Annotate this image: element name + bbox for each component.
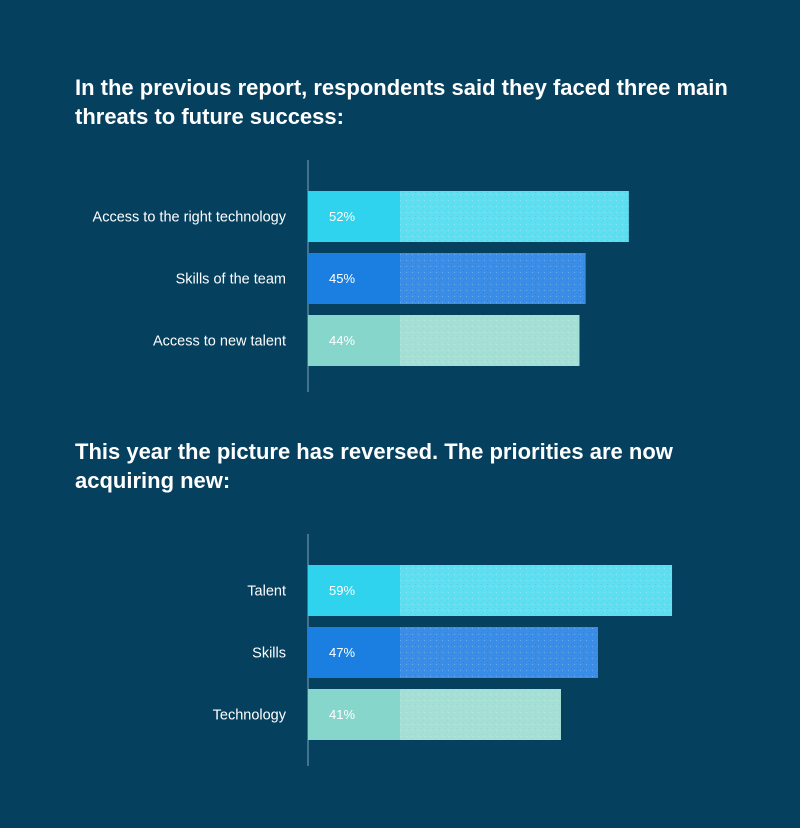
chart-1-bar-1-label-bg: [308, 191, 400, 242]
chart-1-value-label-2: 45%: [329, 271, 355, 286]
chart-1: 52% Access to the right technology 45% Skil…: [0, 160, 800, 400]
chart-2-bar-3: 41% Technology: [213, 689, 561, 740]
chart-1-value-label-3: 44%: [329, 333, 355, 348]
chart-1-category-label-1: Access to the right technology: [93, 210, 287, 226]
chart-2: 59% Talent 47% Skills 41% Technology: [0, 534, 800, 774]
chart-1-bar-3: 44% Access to new talent: [153, 315, 580, 366]
chart-2-bar-2-label-bg: [308, 627, 400, 678]
chart-2-bar-2: 47% Skills: [252, 627, 598, 678]
chart-1-category-label-2: Skills of the team: [176, 272, 286, 288]
chart-2-category-label-3: Technology: [213, 708, 287, 724]
chart-2-bar-1-label-bg: [308, 565, 400, 616]
chart-1-bar-2-label-bg: [308, 253, 400, 304]
chart-2-bar-1: 59% Talent: [247, 565, 673, 616]
chart-1-bar-2: 45% Skills of the team: [176, 253, 586, 304]
chart-1-bar-1: 52% Access to the right technology: [93, 191, 629, 242]
chart-2-value-label-2: 47%: [329, 645, 355, 660]
chart-2-bar-3-label-bg: [308, 689, 400, 740]
chart-1-category-label-3: Access to new talent: [153, 334, 286, 350]
chart-2-value-label-1: 59%: [329, 583, 355, 598]
chart-2-value-label-3: 41%: [329, 707, 355, 722]
chart-2-category-label-2: Skills: [252, 646, 286, 662]
chart-1-title: In the previous report, respondents said…: [75, 75, 728, 129]
chart-2-category-label-1: Talent: [247, 584, 286, 600]
chart-2-title: This year the picture has reversed. The …: [75, 439, 673, 493]
chart-2-svg: 59% Talent 47% Skills 41% Technology: [213, 534, 673, 766]
chart-1-value-label-1: 52%: [329, 209, 355, 224]
chart-1-bar-3-label-bg: [308, 315, 400, 366]
chart-1-svg: 52% Access to the right technology 45% Skil…: [93, 160, 629, 392]
